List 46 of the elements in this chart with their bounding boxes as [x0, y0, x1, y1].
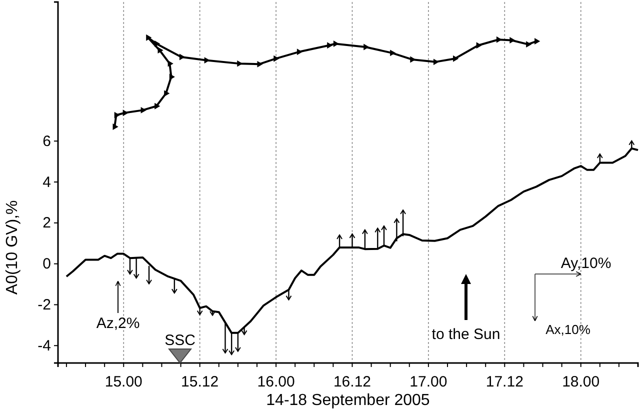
- y-tick-label: -4: [38, 337, 51, 354]
- point: [526, 41, 532, 48]
- annotation: Az,2%: [96, 315, 140, 332]
- y-tick-label: 0: [42, 256, 51, 273]
- point: [204, 57, 210, 64]
- point: [364, 44, 370, 50]
- point: [179, 54, 186, 60]
- point: [168, 60, 174, 67]
- annotation: Ay,10%: [560, 255, 612, 272]
- point: [146, 34, 152, 41]
- x-axis-title: 14-18 September 2005: [266, 392, 430, 409]
- x-tick-label: 18.00: [562, 374, 600, 390]
- point: [510, 37, 516, 44]
- x-tick-label: 17.00: [410, 374, 448, 390]
- point: [327, 42, 333, 49]
- point: [158, 47, 164, 54]
- point: [154, 102, 160, 110]
- point: [296, 48, 303, 56]
- point: [534, 38, 540, 44]
- point: [154, 40, 160, 47]
- point: [476, 42, 482, 49]
- annotation: SSC: [164, 332, 196, 349]
- annotation: Ax,10%: [546, 322, 591, 337]
- y-tick-label: 4: [42, 174, 51, 191]
- x-tick-label: 17.12: [486, 374, 524, 390]
- point: [433, 58, 440, 66]
- point: [122, 110, 128, 116]
- x-tick-label: 16.12: [333, 374, 372, 390]
- point: [274, 55, 280, 62]
- point: [114, 112, 120, 118]
- point: [112, 124, 118, 130]
- point: [140, 106, 146, 114]
- x-tick-label: 15.00: [104, 374, 142, 390]
- point: [390, 50, 396, 56]
- y-tick-label: -2: [38, 296, 51, 314]
- point: [410, 56, 416, 63]
- point: [257, 60, 263, 68]
- point: [453, 55, 459, 62]
- x-tick-label: 15.12: [181, 374, 219, 390]
- point: [164, 90, 170, 97]
- annotation: to the Sun: [432, 326, 500, 343]
- x-tick-label: 16.00: [257, 374, 295, 390]
- y-axis-title: A0(10 GV),%: [4, 200, 21, 295]
- point: [169, 74, 175, 80]
- y-tick-label: 2: [42, 214, 51, 232]
- y-tick-label: 6: [42, 132, 51, 150]
